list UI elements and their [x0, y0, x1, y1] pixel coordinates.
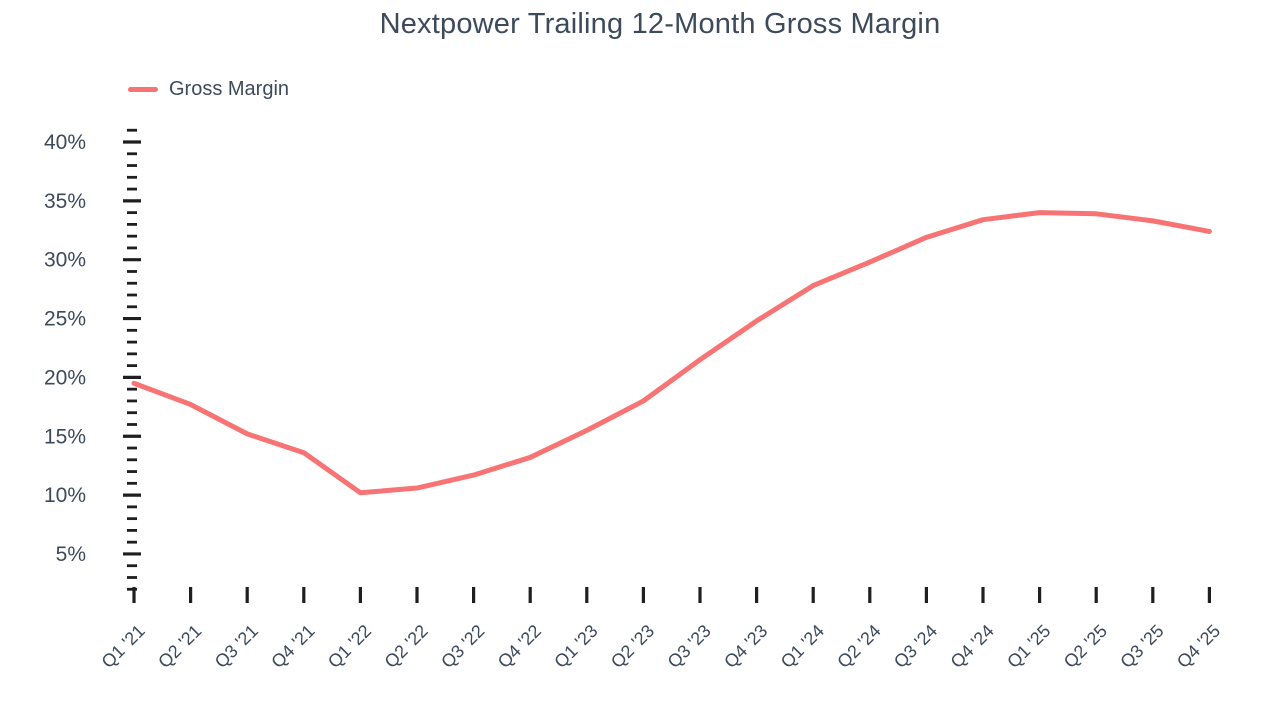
- x-tick-label: Q1 '25: [1003, 621, 1054, 672]
- y-axis-labels: 40% 35% 30% 25% 20% 15% 10% 5%: [44, 131, 86, 566]
- x-tick-label: Q4 '22: [494, 621, 545, 672]
- y-axis-minor-ticks: [127, 128, 137, 591]
- legend: Gross Margin: [128, 78, 289, 101]
- y-tick-label: 20%: [44, 366, 86, 389]
- x-tick-label: Q4 '25: [1173, 621, 1224, 672]
- y-tick-label: 5%: [56, 543, 86, 566]
- x-tick-label: Q1 '21: [98, 621, 149, 672]
- x-tick-label: Q3 '21: [211, 621, 262, 672]
- x-tick-label: Q2 '24: [833, 621, 884, 672]
- x-tick-label: Q2 '22: [381, 621, 432, 672]
- y-tick-label: 35%: [44, 190, 86, 213]
- x-tick-label: Q3 '24: [890, 621, 941, 672]
- x-tick-label: Q3 '25: [1116, 621, 1167, 672]
- y-tick-label: 25%: [44, 308, 86, 331]
- x-axis-labels: Q1 '21 Q2 '21 Q3 '21 Q4 '21 Q1 '22 Q2 '22 Q3 '…: [98, 621, 1225, 672]
- x-tick-label: Q4 '21: [267, 621, 318, 672]
- legend-line-swatch: [128, 87, 158, 92]
- x-tick-label: Q2 '25: [1060, 621, 1111, 672]
- x-tick-label: Q4 '24: [947, 621, 998, 672]
- y-axis-major-ticks: [123, 140, 141, 556]
- x-tick-label: Q3 '23: [664, 621, 715, 672]
- legend-label: Gross Margin: [169, 78, 290, 100]
- y-tick-label: 10%: [44, 484, 86, 507]
- x-tick-label: Q2 '21: [154, 621, 205, 672]
- y-tick-label: 40%: [44, 131, 86, 154]
- x-tick-label: Q2 '23: [607, 621, 658, 672]
- y-tick-label: 30%: [44, 249, 86, 272]
- x-tick-label: Q1 '22: [324, 621, 375, 672]
- x-tick-label: Q1 '24: [777, 621, 828, 672]
- gross-margin-line: [131, 210, 1212, 496]
- x-tick-label: Q4 '23: [720, 621, 771, 672]
- chart-title: Nextpower Trailing 12-Month Gross Margin: [379, 8, 941, 40]
- x-tick-label: Q3 '22: [437, 621, 488, 672]
- x-axis-ticks: [132, 587, 1212, 603]
- x-tick-label: Q1 '23: [550, 621, 601, 672]
- y-tick-label: 15%: [44, 425, 86, 448]
